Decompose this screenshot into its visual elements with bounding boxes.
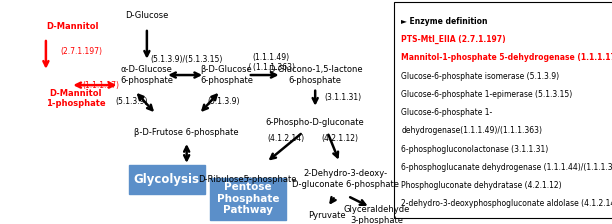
FancyBboxPatch shape [394,2,612,218]
Text: β-D-Frutose 6-phosphate: β-D-Frutose 6-phosphate [135,128,239,137]
Text: 2-Dehydro-3-deoxy-
D-gluconate 6-phosphate: 2-Dehydro-3-deoxy- D-gluconate 6-phospha… [293,170,399,189]
Text: ► Enzyme definition: ► Enzyme definition [401,17,488,26]
Text: (4.1.2.14): (4.1.2.14) [268,134,305,143]
Text: 6-phosphogluconolactonase (3.1.1.31): 6-phosphogluconolactonase (3.1.1.31) [401,144,549,153]
Text: Mannitol-1-phosphate 5-dehydrogenase (1.1.1.17): Mannitol-1-phosphate 5-dehydrogenase (1.… [401,53,612,62]
Text: (5.1.3.9): (5.1.3.9) [115,97,148,106]
Text: 6-phosphoglucanate dehydrogenase (1.1.1.44)/(1.1.1.343): 6-phosphoglucanate dehydrogenase (1.1.1.… [401,163,612,172]
Text: Glucose-6-phosphate isomerase (5.1.3.9): Glucose-6-phosphate isomerase (5.1.3.9) [401,72,559,81]
Text: Glucose-6-phosphate 1-: Glucose-6-phosphate 1- [401,108,493,117]
Text: PTS-MtI_EIIA (2.7.1.197): PTS-MtI_EIIA (2.7.1.197) [401,35,506,44]
Text: 2-dehydro-3-deoxyphosphogluconate aldolase (4.1.2.14): 2-dehydro-3-deoxyphosphogluconate aldola… [401,199,612,208]
Text: Glycolysis: Glycolysis [134,173,200,186]
Text: (3.1.1.31): (3.1.1.31) [324,93,362,102]
Text: (4.2.1.12): (4.2.1.12) [321,134,358,143]
FancyBboxPatch shape [129,165,205,194]
Text: (1.1.1.17): (1.1.1.17) [83,81,119,90]
Text: D-Glucose: D-Glucose [125,11,168,20]
Text: β-D-Glucose
6-phosphate: β-D-Glucose 6-phosphate [200,65,253,85]
Text: D-Glucono-1,5-lactone
6-phosphate: D-Glucono-1,5-lactone 6-phosphate [268,65,362,85]
Text: D-Mannitol: D-Mannitol [46,22,99,31]
Text: dehydrogenase(1.1.1.49)/(1.1.1.363): dehydrogenase(1.1.1.49)/(1.1.1.363) [401,126,542,135]
Text: Pyruvate: Pyruvate [308,211,346,220]
Text: D-Ribulose5-phosphate: D-Ribulose5-phosphate [199,175,297,184]
Text: 6-Phospho-D-gluconate: 6-Phospho-D-gluconate [266,118,365,127]
FancyBboxPatch shape [210,178,286,220]
Text: (5.1.3.9): (5.1.3.9) [207,97,240,106]
Text: Glyceraldehyde
3-phosphate: Glyceraldehyde 3-phosphate [343,205,409,224]
Text: Phosphogluconate dehydratase (4.2.1.12): Phosphogluconate dehydratase (4.2.1.12) [401,181,562,190]
Text: Glucose-6-phosphate 1-epimerase (5.1.3.15): Glucose-6-phosphate 1-epimerase (5.1.3.1… [401,90,573,99]
Text: D-Mannitol
1-phosphate: D-Mannitol 1-phosphate [46,89,105,108]
Text: α-D-Glucose
6-phosphate: α-D-Glucose 6-phosphate [121,65,173,85]
Text: Pentose
Phosphate
Pathway: Pentose Phosphate Pathway [217,182,280,215]
Text: (2.7.1.197): (2.7.1.197) [60,47,102,56]
Text: (1.1.1.49)
/ (1.1.1.363): (1.1.1.49) / (1.1.1.363) [248,53,294,72]
Text: (5.1.3.9)/(5.1.3.15): (5.1.3.9)/(5.1.3.15) [151,55,223,64]
